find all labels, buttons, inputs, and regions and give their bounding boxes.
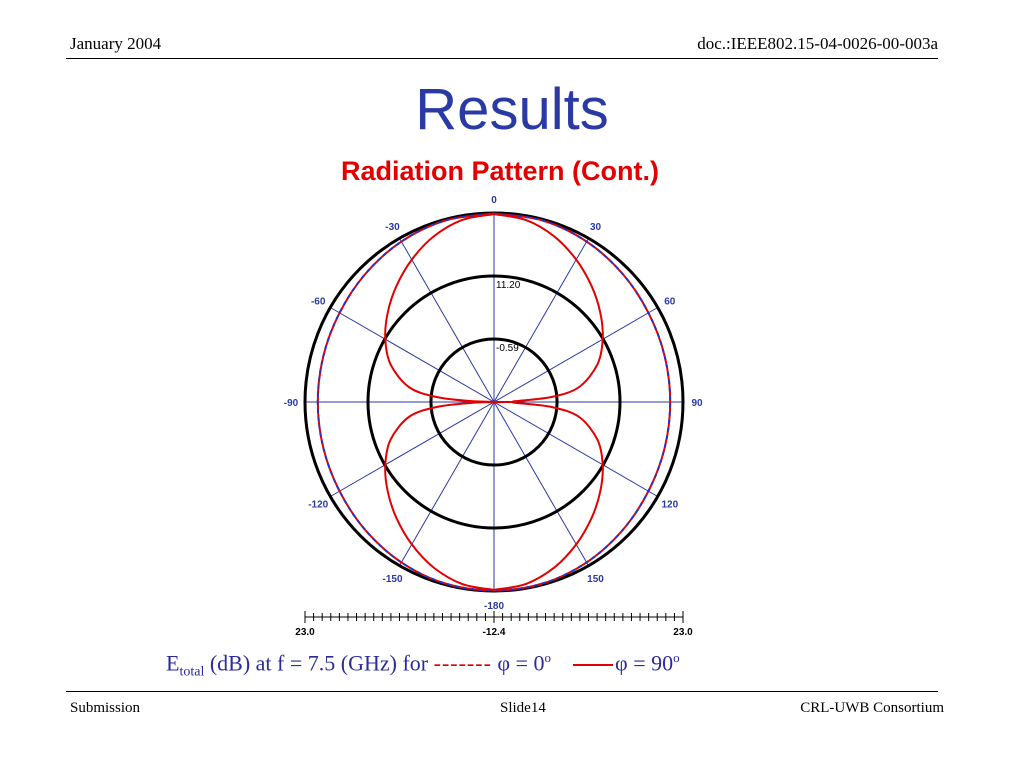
angle-tick-label: 150 — [587, 574, 604, 585]
footer-rule — [66, 691, 938, 692]
header-doc-id: doc.:IEEE802.15-04-0026-00-003a — [697, 34, 938, 53]
caption-solid-legend — [573, 664, 614, 667]
angle-tick-label: -90 — [284, 398, 299, 409]
chart-caption: Etotal (dB) at f = 7.5 (GHz) for -------… — [166, 650, 680, 681]
angle-tick-label: 30 — [590, 222, 602, 233]
footer-slide-number: Slide14 — [500, 700, 546, 716]
slide-subtitle: Radiation Pattern (Cont.) — [341, 156, 659, 186]
caption-dashed-legend: ------- — [433, 650, 492, 676]
caption-deg-2: o — [673, 650, 680, 665]
footer-submission: Submission — [70, 700, 141, 716]
caption-deg-1: o — [544, 650, 552, 665]
caption-e-sub: total — [179, 664, 205, 680]
slide-title: Results — [415, 77, 609, 142]
caption-phi0: φ = 0 — [491, 650, 545, 676]
polar-ring — [366, 274, 622, 530]
header-rule — [66, 58, 938, 59]
angle-tick-label: 120 — [661, 500, 678, 511]
scale-bar-label: 23.0 — [673, 627, 693, 638]
angle-tick-label: -30 — [385, 222, 400, 233]
pattern-phi0-dashed — [316, 212, 672, 592]
angle-tick-label: -180 — [484, 601, 504, 612]
angle-tick-label: 0 — [491, 195, 497, 206]
scale-bar-label: -12.4 — [483, 627, 506, 638]
angle-tick-label: 90 — [691, 398, 703, 409]
caption-e: E — [166, 650, 180, 676]
angle-tick-label: 60 — [664, 297, 676, 308]
ring-label: 11.20 — [496, 280, 521, 291]
ring-label: -0.59 — [496, 343, 519, 354]
scale-bar-label: 23.0 — [295, 627, 315, 638]
caption-text: (dB) at f = 7.5 (GHz) for — [204, 650, 434, 676]
footer-organization: CRL-UWB Consortium — [800, 700, 944, 716]
caption-phi90: φ = 90 — [615, 650, 674, 676]
polar-ring — [429, 337, 559, 467]
angle-tick-label: -60 — [311, 297, 326, 308]
angle-tick-label: -150 — [382, 574, 402, 585]
pattern-phi90-lower — [384, 400, 604, 591]
angle-tick-label: -120 — [308, 500, 328, 511]
header-date: January 2004 — [70, 34, 162, 53]
